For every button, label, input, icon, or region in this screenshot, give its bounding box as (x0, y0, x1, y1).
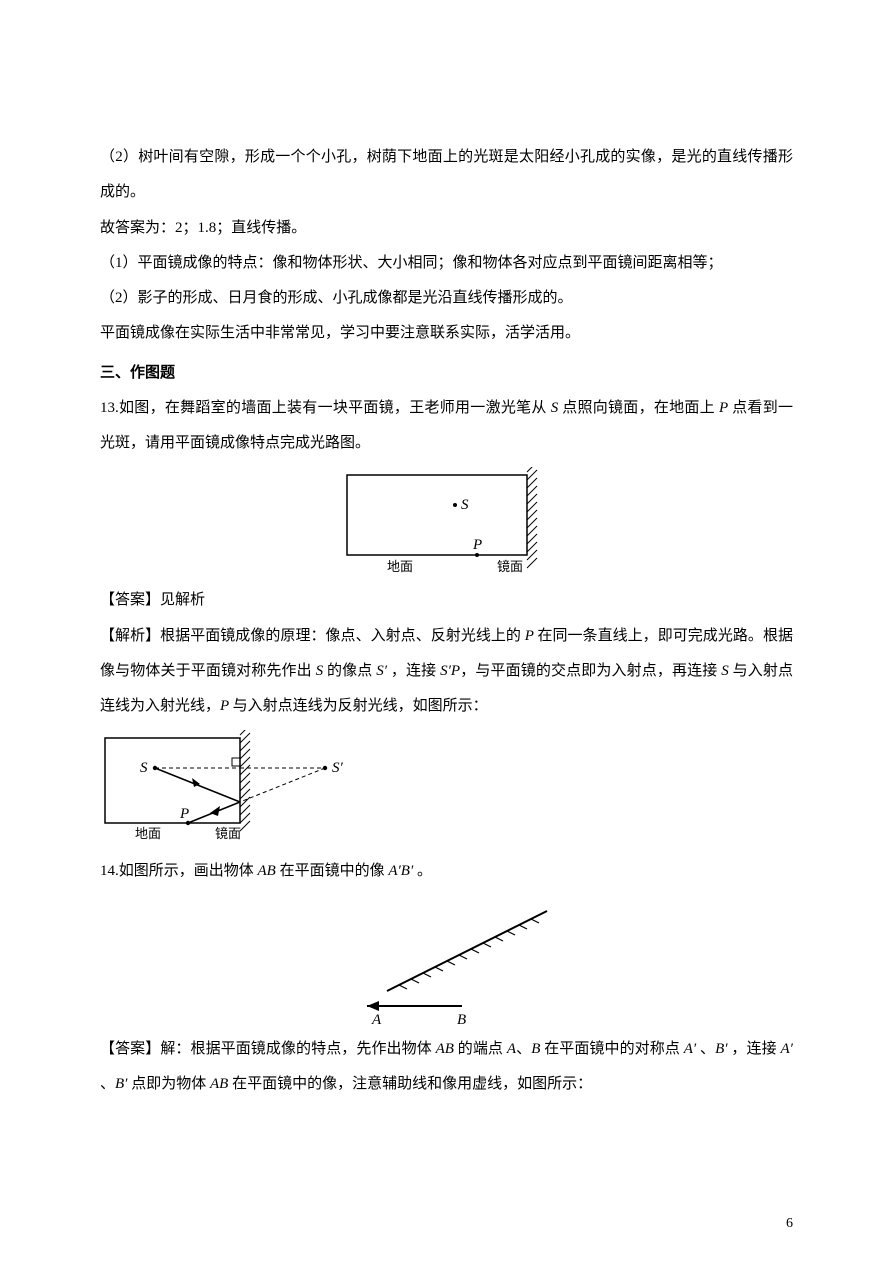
question-14: 14.如图所示，画出物体 AB 在平面镜中的像 A′B′ 。 (100, 854, 793, 889)
variable-p: P (220, 698, 233, 714)
figure-2: S S′ P 地面 镜面 (100, 730, 360, 850)
variable-p: P (719, 400, 728, 416)
variable-bprime: B′ (715, 1041, 727, 1057)
ground-label: 地面 (387, 559, 413, 574)
figure-2-wrap: S S′ P 地面 镜面 (100, 730, 793, 850)
variable-s: S (316, 663, 327, 679)
text: ，连接 (728, 1041, 781, 1057)
text: 、 (696, 1041, 715, 1057)
text: 在平面镜中的像，注意辅助线和像用虚线，如图所示： (232, 1076, 592, 1092)
text: 点照向镜面，在地面上 (558, 400, 719, 416)
variable-aprime: A′ (684, 1041, 696, 1057)
text: 。 (413, 863, 432, 879)
text: 14.如图所示，画出物体 (100, 863, 258, 879)
variable-ab: AB (210, 1076, 232, 1092)
text: 与入射点连线为反射光线，如图所示： (233, 698, 488, 714)
document-page: （2）树叶间有空隙，形成一个个小孔，树荫下地面上的光斑是太阳经小孔成的实像，是光… (0, 0, 893, 1102)
text: 13.如图，在舞蹈室的墙面上装有一块平面镜，王老师用一激光笔从 (100, 400, 551, 416)
page-number: 6 (786, 1216, 793, 1232)
mirror-label: 镜面 (497, 559, 523, 574)
paragraph: 故答案为：2；1.8；直线传播。 (100, 211, 793, 246)
variable-p: P (525, 628, 538, 644)
explanation: 【解析】根据平面镜成像的原理：像点、入射点、反射光线上的 P 在同一条直线上，即… (100, 619, 793, 725)
label-s: S (461, 497, 469, 513)
label-s: S (140, 760, 148, 776)
variable-b: B (531, 1041, 544, 1057)
figure-1-wrap: S P 地面 镜面 (100, 467, 793, 577)
text: 【答案】解：根据平面镜成像的特点，先作出物体 (100, 1041, 436, 1057)
paragraph: （1）平面镜成像的特点：像和物体形状、大小相同；像和物体各对应点到平面镜间距离相… (100, 246, 793, 281)
variable-sprime-p: S′P (440, 663, 460, 679)
variable-ab: AB (436, 1041, 458, 1057)
variable-sprime: S′ (376, 663, 387, 679)
variable-abprime: A′B′ (388, 863, 413, 879)
paragraph: 平面镜成像在实际生活中非常常见，学习中要注意联系实际，活学活用。 (100, 316, 793, 351)
label-p: P (472, 537, 482, 553)
text: ，连接 (387, 663, 440, 679)
mirror-label: 镜面 (215, 826, 241, 841)
text: 、 (516, 1041, 531, 1057)
text: 点即为物体 (127, 1076, 210, 1092)
variable-bprime: B′ (115, 1076, 127, 1092)
label-sprime: S′ (332, 760, 344, 776)
text: 在平面镜中的对称点 (544, 1041, 684, 1057)
answer-14: 【答案】解：根据平面镜成像的特点，先作出物体 AB 的端点 A、B 在平面镜中的… (100, 1032, 793, 1103)
variable-s: S (721, 663, 732, 679)
text: 、 (100, 1076, 115, 1092)
section-header: 三、作图题 (100, 356, 793, 391)
text: 的像点 (327, 663, 376, 679)
text: 在平面镜中的像 (280, 863, 389, 879)
figure-1: S P 地面 镜面 (337, 467, 557, 577)
variable-a: A (507, 1041, 516, 1057)
variable-aprime: A′ (780, 1041, 792, 1057)
question-13: 13.如图，在舞蹈室的墙面上装有一块平面镜，王老师用一激光笔从 S 点照向镜面，… (100, 391, 793, 462)
answer-header: 【答案】见解析 (100, 583, 793, 618)
text: 的端点 (458, 1041, 507, 1057)
text: 【解析】根据平面镜成像的原理：像点、入射点、反射光线上的 (100, 628, 525, 644)
text: ，与平面镜的交点即为入射点，再连接 (460, 663, 721, 679)
paragraph: （2）树叶间有空隙，形成一个个小孔，树荫下地面上的光斑是太阳经小孔成的实像，是光… (100, 140, 793, 211)
variable-ab: AB (258, 863, 280, 879)
ground-label: 地面 (135, 826, 161, 841)
label-a: A (371, 1012, 382, 1026)
figure-3: A B (317, 896, 577, 1026)
label-b: B (457, 1012, 466, 1026)
label-p: P (179, 806, 189, 822)
figure-3-wrap: A B (100, 896, 793, 1026)
paragraph: （2）影子的形成、日月食的形成、小孔成像都是光沿直线传播形成的。 (100, 281, 793, 316)
